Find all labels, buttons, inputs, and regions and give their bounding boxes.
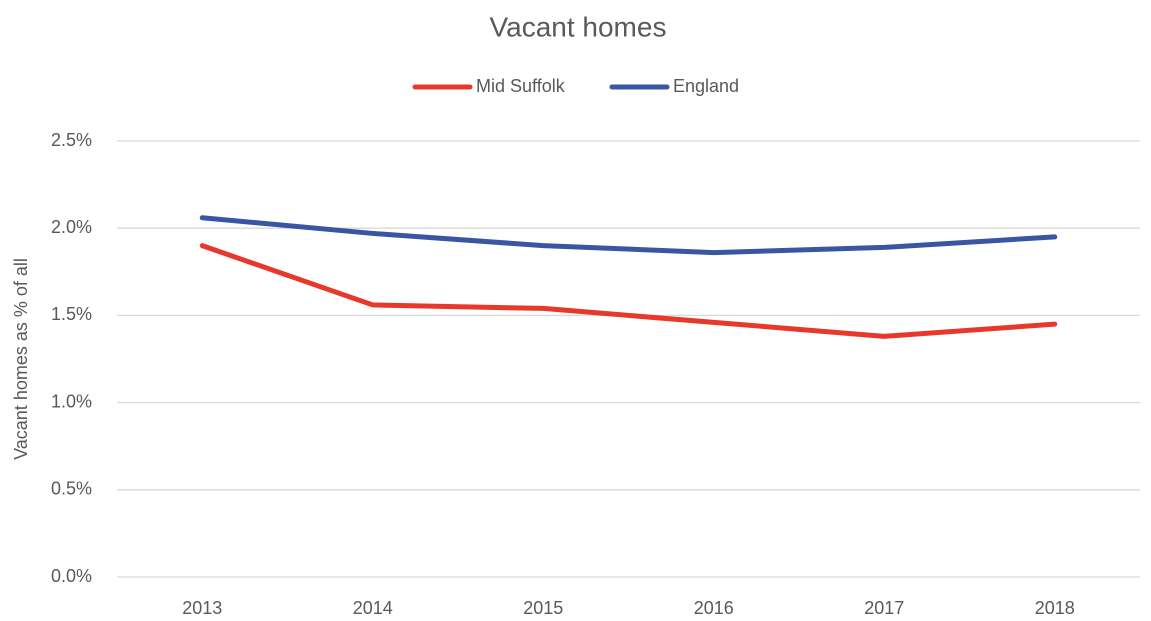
chart-title: Vacant homes [490, 11, 667, 42]
legend-label: England [673, 76, 739, 96]
x-tick-label: 2015 [523, 598, 563, 618]
y-tick-label: 0.5% [51, 479, 92, 499]
y-tick-label: 0.0% [51, 566, 92, 586]
x-tick-label: 2013 [182, 598, 222, 618]
x-tick-label: 2018 [1035, 598, 1075, 618]
y-axis-label: Vacant homes as % of all [11, 258, 31, 460]
y-tick-label: 1.0% [51, 391, 92, 411]
y-tick-label: 1.5% [51, 304, 92, 324]
x-tick-label: 2017 [864, 598, 904, 618]
line [199, 243, 1058, 339]
x-tick-label: 2014 [353, 598, 393, 618]
x-tick-label: 2016 [694, 598, 734, 618]
y-tick-label: 2.5% [51, 130, 92, 150]
legend-label: Mid Suffolk [476, 76, 566, 96]
y-tick-label: 2.0% [51, 217, 92, 237]
line [199, 215, 1058, 256]
